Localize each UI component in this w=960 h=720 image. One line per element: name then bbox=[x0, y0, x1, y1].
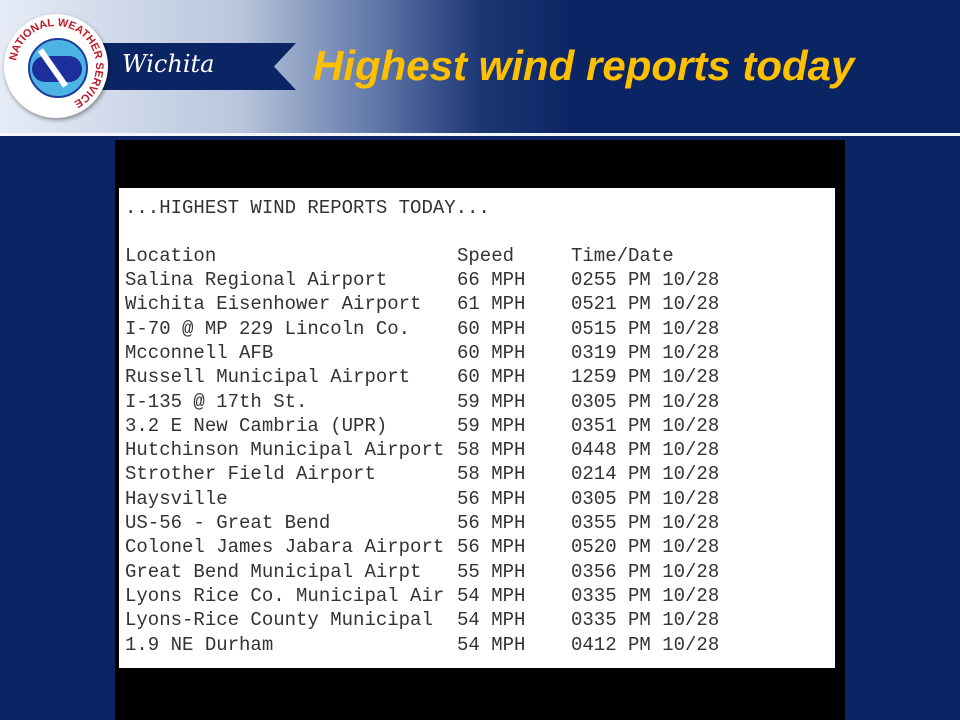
nws-logo: NATIONAL WEATHER SERVICE bbox=[4, 14, 108, 118]
location-cell: Colonel James Jabara Airport bbox=[125, 536, 445, 559]
location-cell: I-135 @ 17th St. bbox=[125, 390, 308, 413]
time-cell: 0335 PM 10/28 bbox=[571, 609, 720, 632]
speed-cell: 58 MPH bbox=[457, 463, 526, 486]
divider bbox=[0, 133, 960, 136]
speed-cell: 60 MPH bbox=[457, 317, 526, 340]
speed-cell: 58 MPH bbox=[457, 439, 526, 462]
speed-cell: 55 MPH bbox=[457, 560, 526, 583]
location-cell: 1.9 NE Durham bbox=[125, 633, 274, 656]
time-cell: 0305 PM 10/28 bbox=[571, 487, 720, 510]
speed-cell: 54 MPH bbox=[457, 609, 526, 632]
speed-cell: 59 MPH bbox=[457, 414, 526, 437]
speed-cell: 66 MPH bbox=[457, 269, 526, 291]
time-cell: 0214 PM 10/28 bbox=[571, 463, 720, 486]
time-cell: 1259 PM 10/28 bbox=[571, 366, 720, 389]
time-cell: 0319 PM 10/28 bbox=[571, 341, 720, 364]
location-cell: US-56 - Great Bend bbox=[125, 512, 331, 534]
time-cell: 0355 PM 10/28 bbox=[571, 512, 720, 534]
speed-cell: 61 MPH bbox=[457, 293, 526, 316]
speed-cell: 56 MPH bbox=[457, 487, 526, 510]
speed-cell: 59 MPH bbox=[457, 390, 526, 413]
location-cell: Lyons-Rice County Municipal bbox=[125, 609, 433, 632]
location-cell: Great Bend Municipal Airpt bbox=[125, 560, 422, 583]
location-cell: Lyons Rice Co. Municipal Air bbox=[125, 584, 445, 607]
time-cell: 0255 PM 10/28 bbox=[571, 269, 720, 291]
time-cell: 0305 PM 10/28 bbox=[571, 390, 720, 413]
column-header: Location bbox=[125, 245, 217, 267]
time-cell: 0356 PM 10/28 bbox=[571, 560, 720, 583]
logo-emblem bbox=[28, 38, 88, 98]
time-cell: 0521 PM 10/28 bbox=[571, 293, 720, 316]
page-title: Highest wind reports today bbox=[313, 42, 855, 89]
time-cell: 0520 PM 10/28 bbox=[571, 536, 720, 559]
time-cell: 0448 PM 10/28 bbox=[571, 439, 720, 462]
column-header: Speed bbox=[457, 245, 515, 267]
speed-cell: 56 MPH bbox=[457, 536, 526, 559]
report-heading: ...HIGHEST WIND REPORTS TODAY... bbox=[125, 197, 490, 219]
time-cell: 0335 PM 10/28 bbox=[571, 584, 720, 607]
speed-cell: 54 MPH bbox=[457, 633, 526, 656]
location-cell: 3.2 E New Cambria (UPR) bbox=[125, 414, 388, 437]
time-cell: 0515 PM 10/28 bbox=[571, 317, 720, 340]
location-cell: Russell Municipal Airport bbox=[125, 366, 411, 389]
location-cell: Hutchinson Municipal Airport bbox=[125, 439, 445, 462]
location-cell: Wichita Eisenhower Airport bbox=[125, 293, 422, 316]
speed-cell: 60 MPH bbox=[457, 341, 526, 364]
location-cell: Mcconnell AFB bbox=[125, 341, 274, 364]
office-name: Wichita bbox=[122, 50, 215, 78]
speed-cell: 60 MPH bbox=[457, 366, 526, 389]
speed-cell: 56 MPH bbox=[457, 512, 526, 534]
report-text: ...HIGHEST WIND REPORTS TODAY... Locatio… bbox=[119, 188, 835, 668]
time-cell: 0351 PM 10/28 bbox=[571, 414, 720, 437]
location-cell: Strother Field Airport bbox=[125, 463, 376, 486]
column-header: Time/Date bbox=[571, 245, 674, 267]
location-cell: I-70 @ MP 229 Lincoln Co. bbox=[125, 317, 411, 340]
location-cell: Haysville bbox=[125, 487, 228, 510]
speed-cell: 54 MPH bbox=[457, 584, 526, 607]
location-cell: Salina Regional Airport bbox=[125, 269, 388, 291]
time-cell: 0412 PM 10/28 bbox=[571, 633, 720, 656]
